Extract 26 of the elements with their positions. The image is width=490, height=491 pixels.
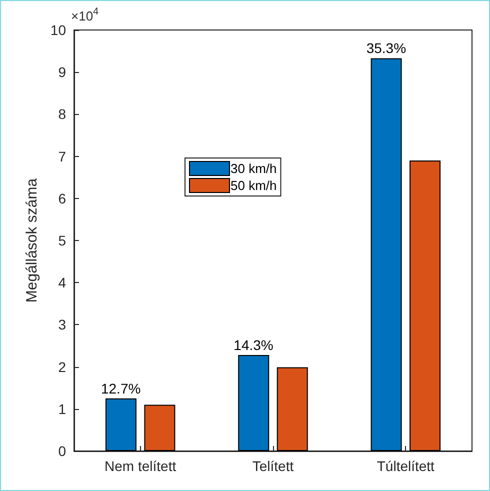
annotation: 35.3%	[366, 40, 406, 56]
y-tick-label: 10	[50, 22, 66, 38]
annotation: 14.3%	[234, 337, 274, 354]
bar	[238, 355, 270, 451]
x-tick-label: Túltelített	[376, 458, 435, 474]
bar	[144, 404, 176, 451]
y-tick-label: 2	[58, 358, 66, 375]
bar	[370, 58, 402, 451]
x-tick-label: Telített	[252, 458, 294, 474]
y-tick-label: 9	[58, 64, 66, 80]
annotation: 12.7%	[100, 380, 141, 396]
y-tick-label: 3	[58, 316, 66, 333]
y-tick-label: 8	[58, 106, 66, 122]
y-tick-label: 1	[58, 400, 66, 417]
bar	[276, 367, 308, 451]
y-tick-label: 7	[58, 148, 66, 164]
legend-label: 50 km/h	[230, 178, 277, 193]
y-tick-label: 6	[58, 190, 66, 206]
bar	[410, 160, 441, 451]
y-axis-title: Megállások száma	[24, 178, 41, 303]
legend-label: 30 km/h	[230, 161, 277, 176]
y-tick-label: 0	[58, 443, 66, 459]
y-tick-label: 4	[58, 274, 66, 291]
y-tick-label: 5	[58, 232, 66, 248]
x-tick-label: Nem telített	[104, 458, 176, 474]
bar	[105, 398, 136, 451]
